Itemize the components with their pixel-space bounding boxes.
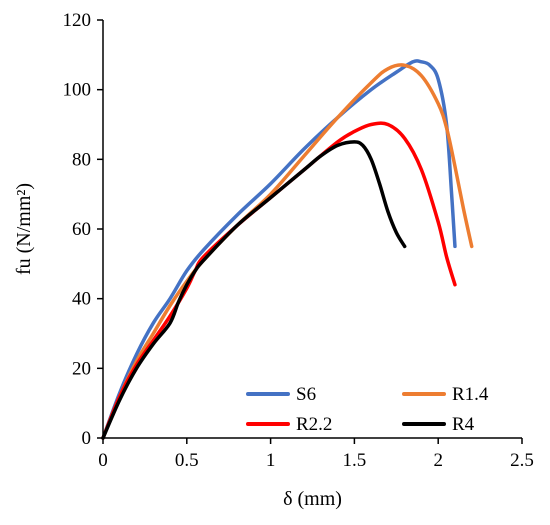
x-tick-label: 0 — [98, 450, 108, 471]
legend-label: R4 — [452, 414, 475, 435]
series-line-r1-4 — [101, 63, 474, 440]
x-axis-title: δ (mm) — [283, 488, 342, 510]
x-tick-label: 2.5 — [510, 450, 534, 471]
y-tick-label: 120 — [63, 10, 92, 31]
series-line-r4 — [101, 140, 407, 440]
y-axis-ticks: 0 20 40 60 80 100 120 — [63, 10, 103, 449]
x-tick-label: 1 — [266, 450, 276, 471]
x-axis-ticks: 0 0.5 1 1.5 2 2.5 — [98, 438, 534, 471]
y-tick-label: 100 — [63, 80, 92, 101]
x-tick-label: 2 — [433, 450, 443, 471]
legend-label: R2.2 — [296, 414, 332, 435]
y-tick-label: 40 — [72, 289, 91, 310]
series-line-s6 — [101, 59, 457, 440]
y-tick-label: 80 — [72, 149, 91, 170]
legend: S6 R1.4 R2.2 R4 — [246, 384, 489, 435]
plot-area: 0 0.5 1 1.5 2 2.5 0 20 40 60 80 100 120 — [63, 10, 534, 471]
x-tick-label: 1.5 — [343, 450, 367, 471]
series-lines — [101, 59, 474, 440]
y-tick-label: 60 — [72, 219, 91, 240]
legend-label: R1.4 — [452, 384, 489, 405]
legend-label: S6 — [296, 384, 316, 405]
series-line-r2-2 — [101, 121, 457, 440]
y-tick-label: 0 — [82, 428, 92, 449]
y-tick-label: 20 — [72, 358, 91, 379]
x-tick-label: 0.5 — [175, 450, 199, 471]
y-axis-title: fu (N/mm²) — [13, 183, 35, 275]
